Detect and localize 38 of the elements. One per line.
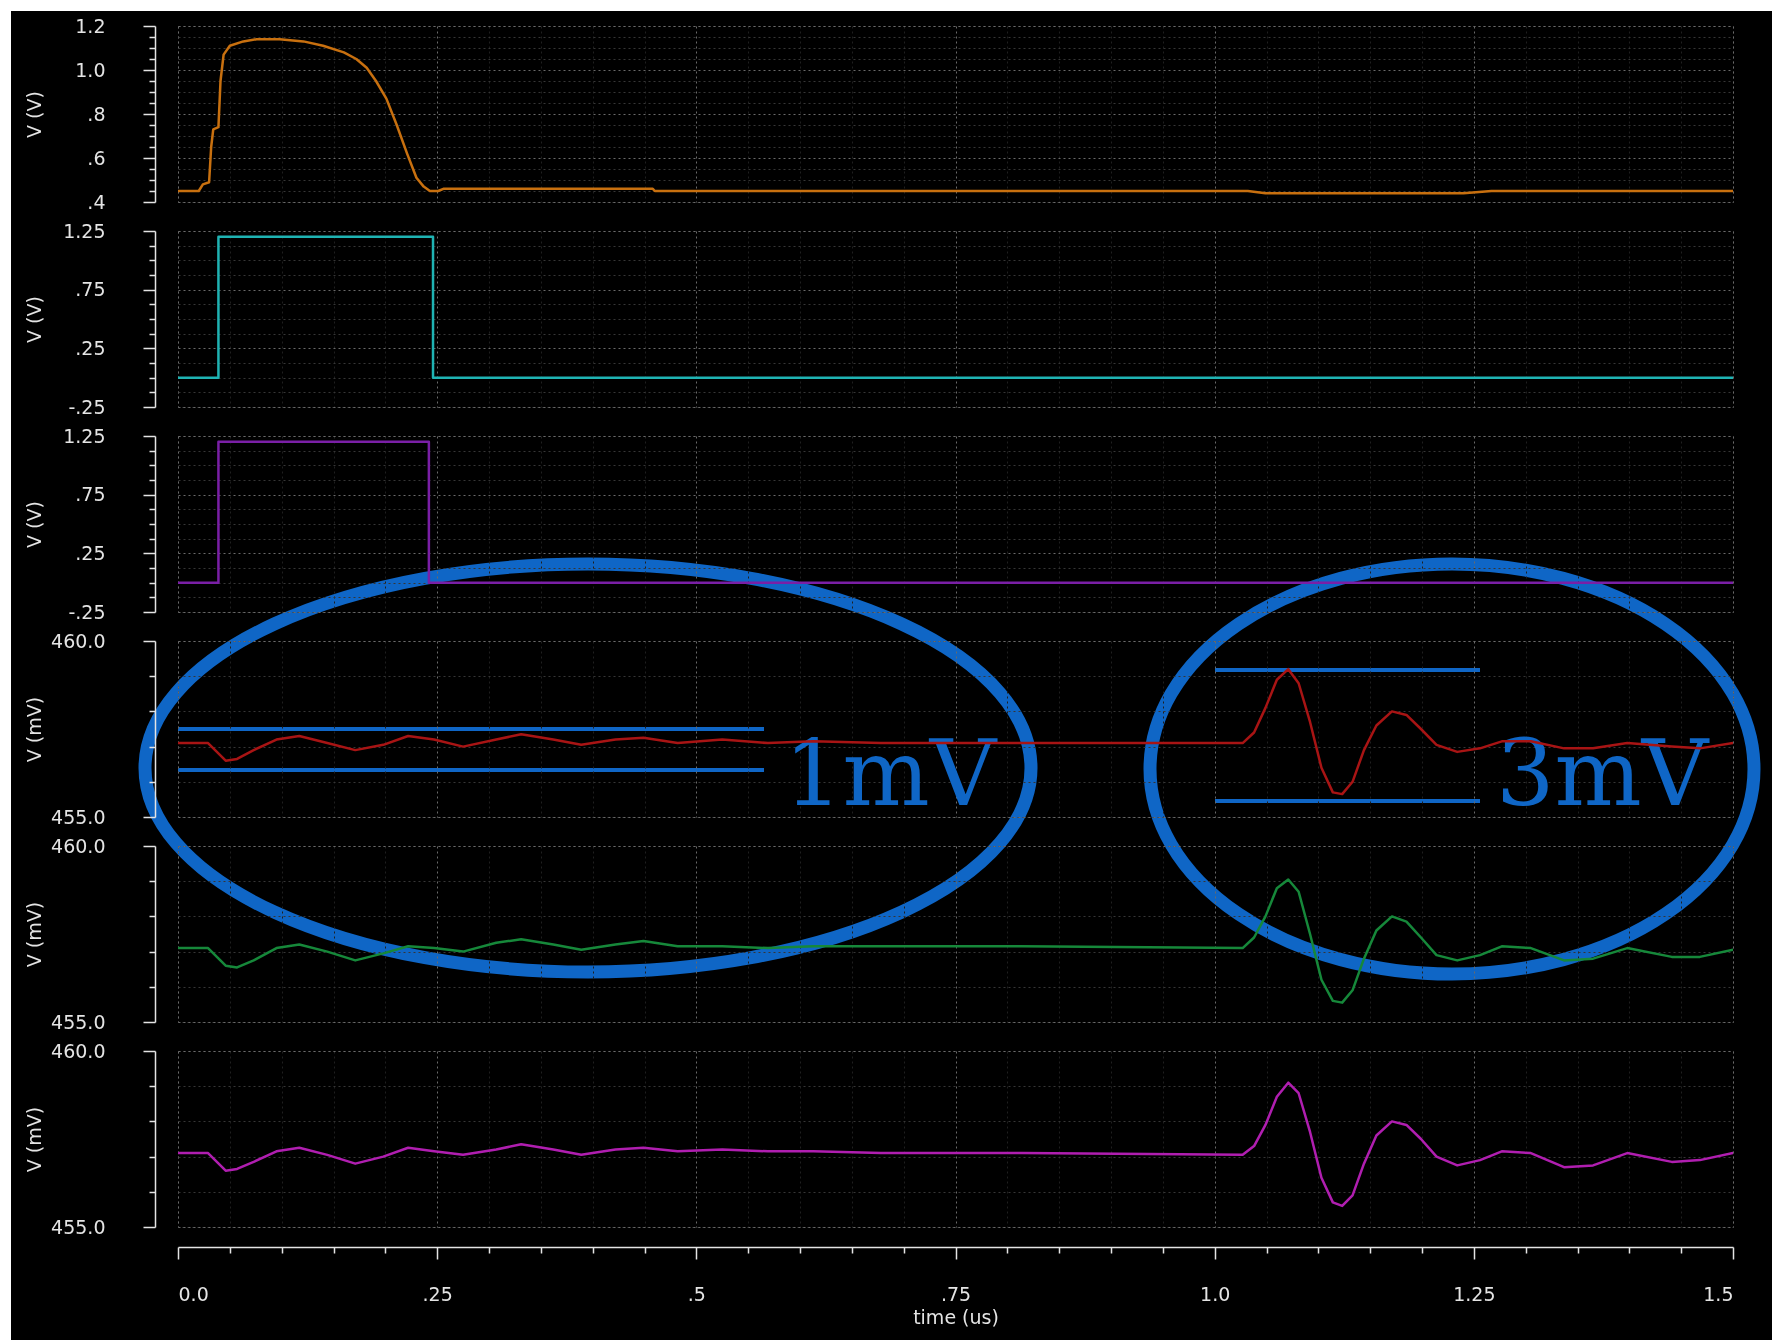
y-tick-label: 1.25 <box>63 219 106 242</box>
y-tick-label: -.25 <box>68 395 106 418</box>
y-axis-title: V (mV) <box>22 1106 45 1173</box>
line-series <box>178 37 1733 195</box>
y-tick-label: 460.0 <box>51 1039 106 1062</box>
annotation: 3mV <box>1495 720 1710 827</box>
y-tick-label: 1.25 <box>63 424 106 447</box>
x-tick-label: .25 <box>422 1282 453 1305</box>
y-axis-title: V (V) <box>22 91 45 138</box>
y-tick-label: .4 <box>87 190 106 213</box>
y-tick-label: 455.0 <box>51 1215 106 1238</box>
y-tick-label: 460.0 <box>51 629 106 652</box>
y-tick-label: 460.0 <box>51 834 106 857</box>
x-tick-label: .5 <box>687 1282 706 1305</box>
y-tick-label: .8 <box>87 102 106 125</box>
y-tick-label: .25 <box>75 541 106 564</box>
y-tick-label: .25 <box>75 336 106 359</box>
y-tick-label: .6 <box>87 146 106 169</box>
y-tick-label: 455.0 <box>51 805 106 828</box>
y-tick-label: -.25 <box>68 600 106 623</box>
y-axis-title: V (V) <box>22 501 45 548</box>
x-axis-title: time (us) <box>913 1305 999 1328</box>
annotation: 1mV <box>783 720 998 827</box>
x-tick-label: 1.5 <box>1703 1282 1734 1305</box>
x-tick-label: 0.0 <box>178 1282 209 1305</box>
y-axis-title: V (V) <box>22 296 45 343</box>
line-series <box>178 1081 1733 1208</box>
y-tick-label: 1.0 <box>75 58 106 81</box>
line-series <box>178 878 1733 1004</box>
y-tick-label: .75 <box>75 278 106 301</box>
x-tick-label: 1.25 <box>1453 1282 1496 1305</box>
x-tick-label: .75 <box>940 1282 972 1305</box>
y-tick-label: 455.0 <box>51 1010 106 1033</box>
y-tick-label: 1.2 <box>75 14 106 37</box>
y-axis-title: V (mV) <box>22 696 45 763</box>
x-tick-label: 1.0 <box>1200 1282 1231 1305</box>
y-axis-title: V (mV) <box>22 901 45 968</box>
y-tick-label: .75 <box>75 483 106 506</box>
